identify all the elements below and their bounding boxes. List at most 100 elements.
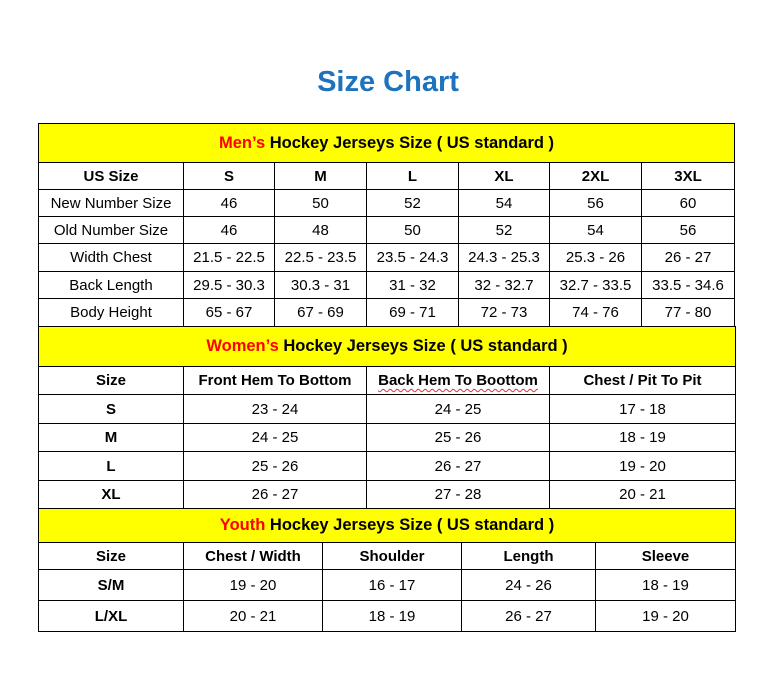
mens-size-table: Men’s Hockey Jerseys Size ( US standard … xyxy=(37,123,736,327)
column-header: US Size xyxy=(38,162,184,190)
table-cell: 67 - 69 xyxy=(274,298,367,327)
table-cell: 48 xyxy=(274,216,367,244)
mens-heading-text: Hockey Jerseys Size ( US standard ) xyxy=(265,133,555,152)
mens-heading-highlight: Men’s xyxy=(219,133,266,152)
table-cell: 17 - 18 xyxy=(548,394,737,424)
table-cell: 74 - 76 xyxy=(549,298,642,327)
table-cell: 65 - 67 xyxy=(183,298,275,327)
youth-header-row: Size Chest / Width Shoulder Length Sleev… xyxy=(38,542,737,570)
table-row: L/XL 20 - 21 18 - 19 26 - 27 19 - 20 xyxy=(38,600,737,632)
row-label: XL xyxy=(38,480,184,509)
table-cell: 18 - 19 xyxy=(594,569,737,601)
table-cell: 60 xyxy=(640,189,736,217)
table-cell: 16 - 17 xyxy=(322,569,462,601)
table-cell: 19 - 20 xyxy=(548,451,737,481)
table-row: S/M 19 - 20 16 - 17 24 - 26 18 - 19 xyxy=(38,569,737,601)
table-cell: 29.5 - 30.3 xyxy=(183,271,275,299)
table-row: Back Length 29.5 - 30.3 30.3 - 31 31 - 32 32… xyxy=(38,271,736,299)
table-cell: 32 - 32.7 xyxy=(458,271,550,299)
page-title: Size Chart xyxy=(317,66,459,98)
column-header: S xyxy=(183,162,275,190)
column-header: Size xyxy=(38,542,184,570)
column-header: M xyxy=(274,162,367,190)
table-cell: 25 - 26 xyxy=(183,451,367,481)
row-label: M xyxy=(38,423,184,452)
youth-heading-text: Hockey Jerseys Size ( US standard ) xyxy=(265,516,555,534)
table-cell: 50 xyxy=(366,216,459,244)
table-cell: 22.5 - 23.5 xyxy=(274,243,367,272)
column-header: 2XL xyxy=(549,162,642,190)
table-cell: 26 - 27 xyxy=(183,480,367,509)
row-label: Body Height xyxy=(38,298,184,327)
table-row: M 24 - 25 25 - 26 18 - 19 xyxy=(38,423,737,452)
table-cell: 46 xyxy=(183,189,275,217)
womens-header-row: Size Front Hem To Bottom Back Hem To Boo… xyxy=(38,366,737,395)
table-cell: 25 - 26 xyxy=(366,423,550,452)
table-cell: 23 - 24 xyxy=(183,394,367,424)
table-cell: 19 - 20 xyxy=(183,569,323,601)
table-cell: 54 xyxy=(549,216,642,244)
row-label: S xyxy=(38,394,184,424)
mens-header-row: US Size S M L XL 2XL 3XL xyxy=(38,162,736,190)
table-cell: 24.3 - 25.3 xyxy=(458,243,550,272)
table-cell: 52 xyxy=(366,189,459,217)
table-row: Old Number Size 46 48 50 52 54 56 xyxy=(38,216,736,244)
column-header: Length xyxy=(461,542,596,570)
table-cell: 20 - 21 xyxy=(183,600,323,632)
table-cell: 33.5 - 34.6 xyxy=(640,271,736,299)
table-cell: 18 - 19 xyxy=(322,600,462,632)
column-header-text: Back Hem To Boottom xyxy=(378,372,538,389)
row-label: New Number Size xyxy=(38,189,184,217)
table-cell: 26 - 27 xyxy=(640,243,736,272)
table-cell: 20 - 21 xyxy=(548,480,737,509)
row-label: L xyxy=(38,451,184,481)
womens-heading-text: Hockey Jerseys Size ( US standard ) xyxy=(278,337,568,355)
table-cell: 27 - 28 xyxy=(366,480,550,509)
row-label: Old Number Size xyxy=(38,216,184,244)
table-cell: 25.3 - 26 xyxy=(549,243,642,272)
table-cell: 56 xyxy=(549,189,642,217)
row-label: S/M xyxy=(38,569,184,601)
table-row: Body Height 65 - 67 67 - 69 69 - 71 72 - 73 7… xyxy=(38,298,736,327)
table-row: XL 26 - 27 27 - 28 20 - 21 xyxy=(38,480,737,509)
table-cell: 24 - 25 xyxy=(183,423,367,452)
table-cell: 19 - 20 xyxy=(594,600,737,632)
table-cell: 72 - 73 xyxy=(458,298,550,327)
table-row: New Number Size 46 50 52 54 56 60 xyxy=(38,189,736,217)
table-row: Width Chest 21.5 - 22.5 22.5 - 23.5 23.5 - … xyxy=(38,243,736,272)
table-cell: 77 - 80 xyxy=(640,298,736,327)
table-cell: 54 xyxy=(458,189,550,217)
youth-heading-highlight: Youth xyxy=(219,516,266,534)
womens-size-table: Women’s Hockey Jerseys Size ( US standar… xyxy=(37,326,737,509)
table-cell: 52 xyxy=(458,216,550,244)
row-label: Width Chest xyxy=(38,243,184,272)
table-cell: 26 - 27 xyxy=(366,451,550,481)
column-header: L xyxy=(366,162,459,190)
column-header: Size xyxy=(38,366,184,395)
row-label: L/XL xyxy=(38,600,184,632)
table-cell: 46 xyxy=(183,216,275,244)
table-cell: 50 xyxy=(274,189,367,217)
column-header: Shoulder xyxy=(322,542,462,570)
table-cell: 23.5 - 24.3 xyxy=(366,243,459,272)
table-cell: 24 - 26 xyxy=(461,569,596,601)
row-label: Back Length xyxy=(38,271,184,299)
column-header: Front Hem To Bottom xyxy=(183,366,367,395)
womens-heading: Women’s Hockey Jerseys Size ( US standar… xyxy=(37,326,737,367)
table-cell: 24 - 25 xyxy=(366,394,550,424)
table-cell: 26 - 27 xyxy=(461,600,596,632)
column-header: 3XL xyxy=(640,162,736,190)
mens-heading: Men’s Hockey Jerseys Size ( US standard … xyxy=(37,123,736,163)
table-cell: 69 - 71 xyxy=(366,298,459,327)
youth-heading: Youth Hockey Jerseys Size ( US standard … xyxy=(37,508,737,543)
column-header: Chest / Width xyxy=(183,542,323,570)
table-cell: 32.7 - 33.5 xyxy=(549,271,642,299)
table-cell: 31 - 32 xyxy=(366,271,459,299)
table-cell: 21.5 - 22.5 xyxy=(183,243,275,272)
womens-heading-highlight: Women’s xyxy=(206,337,279,355)
column-header: Chest / Pit To Pit xyxy=(548,366,737,395)
table-row: L 25 - 26 26 - 27 19 - 20 xyxy=(38,451,737,481)
table-row: S 23 - 24 24 - 25 17 - 18 xyxy=(38,394,737,424)
table-cell: 18 - 19 xyxy=(548,423,737,452)
column-header: XL xyxy=(458,162,550,190)
